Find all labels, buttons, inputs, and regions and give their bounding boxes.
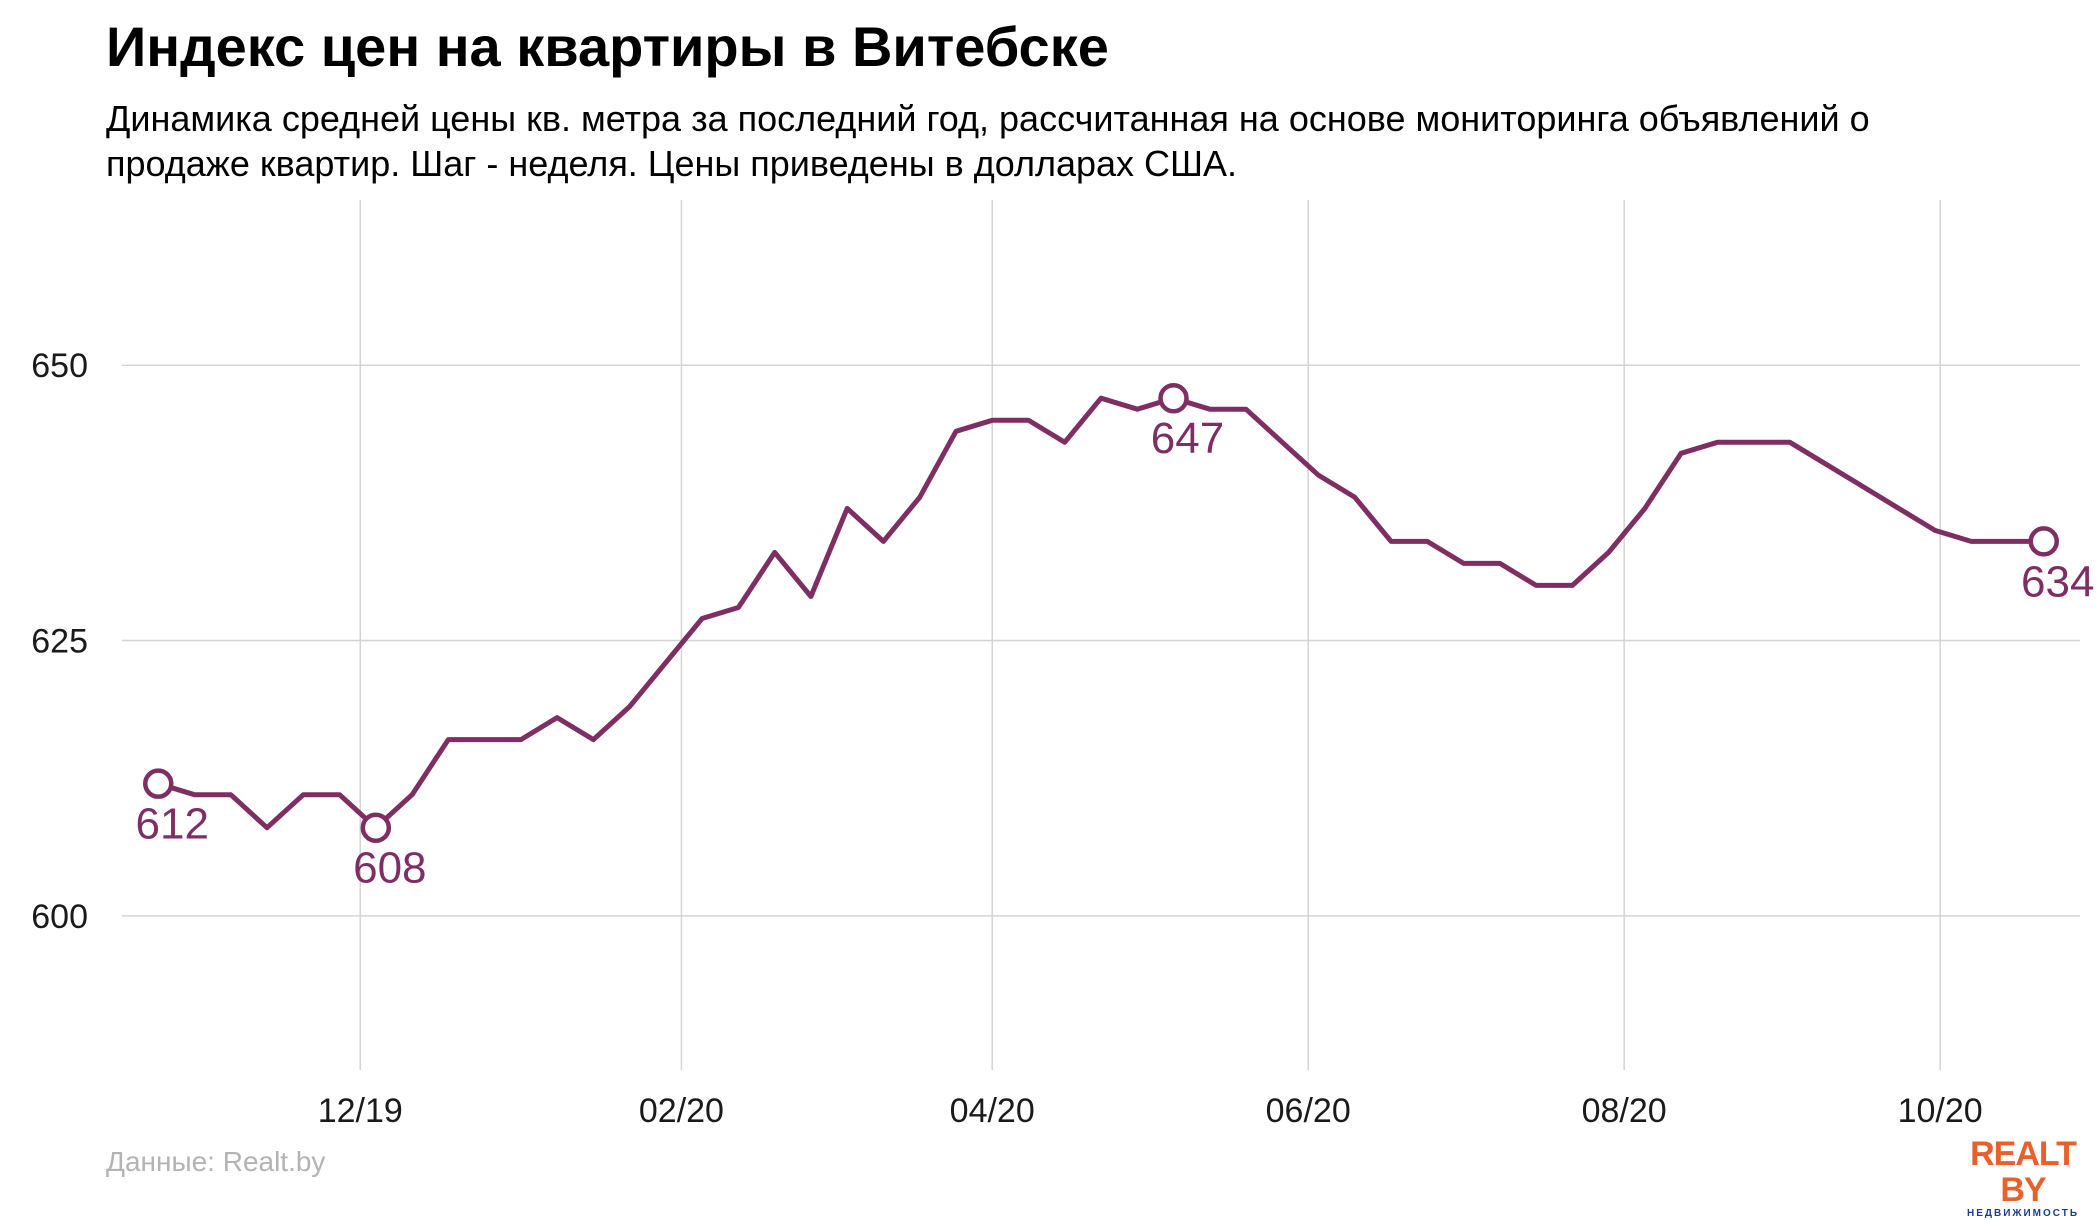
x-tick-label: 12/19 <box>318 1092 403 1130</box>
x-tick-label: 04/20 <box>950 1092 1035 1130</box>
x-tick-label: 06/20 <box>1266 1092 1351 1130</box>
highlight-marker <box>143 768 174 799</box>
series-line <box>155 395 2047 831</box>
y-tick-label: 600 <box>31 898 88 936</box>
x-tick-label: 08/20 <box>1582 1092 1667 1130</box>
x-tick-label: 10/20 <box>1898 1092 1983 1130</box>
grid-layer <box>122 200 2080 1070</box>
source-note: Данные: Realt.by <box>106 1146 326 1177</box>
highlight-marker <box>2028 526 2059 557</box>
y-tick-label: 650 <box>31 347 88 385</box>
data-label: 612 <box>136 800 209 849</box>
data-label: 634 <box>2021 557 2094 606</box>
realt-logo: REALT BY НЕДВИЖИМОСТЬ <box>1948 1136 2098 1220</box>
highlight-markers: 612 608 647 634 <box>136 382 2094 893</box>
series-layer <box>155 395 2047 831</box>
highlight-marker <box>1158 382 1189 414</box>
data-label: 608 <box>353 844 426 893</box>
logo-subtext: НЕДВИЖИМОСТЬ <box>1966 1208 2080 1219</box>
chart-subtitle: Динамика средней цены кв. метра за после… <box>106 98 1870 184</box>
chart-title: Индекс цен на квартиры в Витебске <box>106 15 1109 78</box>
highlight-marker <box>360 812 392 843</box>
tick-labels: 600 625 650 12/19 02/20 04/20 06/20 08/20 10/20 <box>31 347 1982 1130</box>
data-label: 647 <box>1151 414 1224 463</box>
y-tick-label: 625 <box>31 623 88 661</box>
logo-text: REALT BY <box>1970 1135 2077 1209</box>
x-tick-label: 02/20 <box>639 1092 724 1130</box>
